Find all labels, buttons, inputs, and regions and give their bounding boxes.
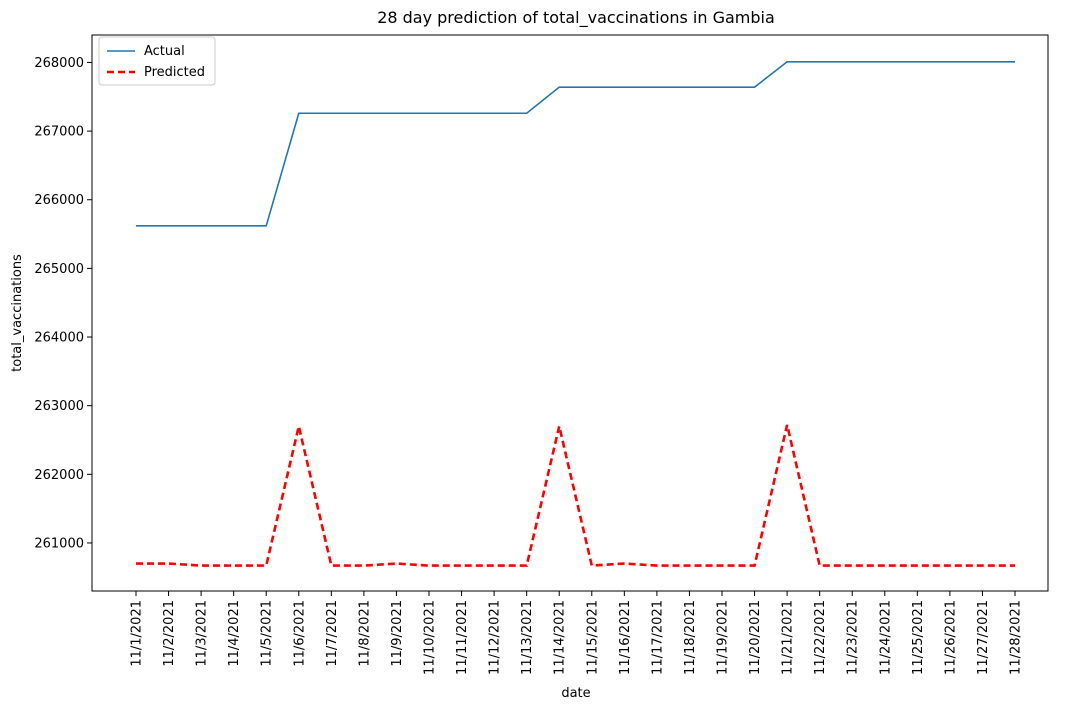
x-tick-label: 11/12/2021 xyxy=(488,600,503,675)
x-tick-label: 11/1/2021 xyxy=(130,600,145,667)
y-tick-label: 261000 xyxy=(34,536,84,551)
plot-frame xyxy=(91,34,1049,592)
x-tick-label: 11/7/2021 xyxy=(325,600,340,667)
x-tick-label: 11/27/2021 xyxy=(976,600,991,675)
y-tick-label: 266000 xyxy=(34,193,84,208)
x-tick-label: 11/4/2021 xyxy=(227,600,242,667)
x-tick-label: 11/25/2021 xyxy=(911,600,926,675)
y-tick-label: 268000 xyxy=(34,56,84,71)
x-tick-label: 11/9/2021 xyxy=(390,600,405,667)
legend-label-actual: Actual xyxy=(144,44,185,59)
x-axis-title: date xyxy=(561,686,590,701)
x-tick-label: 11/8/2021 xyxy=(357,600,372,667)
y-tick-label: 263000 xyxy=(34,399,84,414)
x-tick-label: 11/20/2021 xyxy=(748,600,763,675)
y-tick-label: 262000 xyxy=(34,468,84,483)
legend: Actual Predicted xyxy=(98,36,216,86)
x-tick-label: 11/5/2021 xyxy=(260,600,275,667)
x-tick-label: 11/23/2021 xyxy=(846,600,861,675)
y-tick-label: 265000 xyxy=(34,262,84,277)
x-tick-label: 11/15/2021 xyxy=(585,600,600,675)
x-axis: 11/1/2021 11/2/2021 11/3/2021 11/4/2021 11/5… xyxy=(130,591,1024,675)
series-line-actual xyxy=(136,60,1015,227)
series-layer xyxy=(135,60,1016,567)
x-tick-label: 11/26/2021 xyxy=(943,600,958,675)
x-tick-label: 11/2/2021 xyxy=(162,600,177,667)
y-tick-label: 264000 xyxy=(34,331,84,346)
x-tick-label: 11/19/2021 xyxy=(716,600,731,675)
legend-box xyxy=(98,36,216,86)
x-tick-label: 11/6/2021 xyxy=(292,600,307,667)
series-line-predicted xyxy=(136,424,1015,567)
x-tick-label: 11/21/2021 xyxy=(781,600,796,675)
x-tick-label: 11/16/2021 xyxy=(618,600,633,675)
x-tick-label: 11/10/2021 xyxy=(423,600,438,675)
y-axis: 261000 262000 263000 264000 265000 266000 2670… xyxy=(34,56,92,551)
x-tick-label: 11/14/2021 xyxy=(553,600,568,675)
y-axis-title: total_vaccinations xyxy=(10,254,25,372)
chart-title: 28 day prediction of total_vaccinations … xyxy=(377,8,775,28)
x-tick-label: 11/24/2021 xyxy=(878,600,893,675)
x-tick-label: 11/22/2021 xyxy=(813,600,828,675)
x-tick-label: 11/18/2021 xyxy=(683,600,698,675)
y-tick-label: 267000 xyxy=(34,125,84,140)
plot-area xyxy=(91,34,1049,592)
x-tick-label: 11/13/2021 xyxy=(520,600,535,675)
legend-label-predicted: Predicted xyxy=(144,65,205,80)
x-tick-label: 11/17/2021 xyxy=(650,600,665,675)
x-tick-label: 11/11/2021 xyxy=(455,600,470,675)
x-tick-label: 11/28/2021 xyxy=(1009,600,1024,675)
x-tick-label: 11/3/2021 xyxy=(195,600,210,667)
